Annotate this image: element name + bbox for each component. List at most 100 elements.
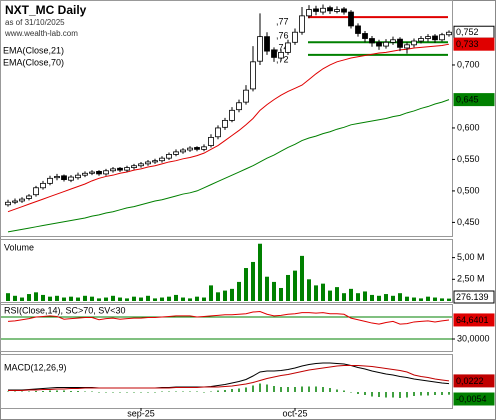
hist-bar <box>112 392 114 393</box>
annotation: ,77 <box>276 16 289 26</box>
hist-bar <box>161 391 163 392</box>
hist-bar <box>210 391 212 392</box>
candle-body <box>362 33 368 39</box>
candle-body <box>47 177 53 184</box>
candle-body <box>131 165 137 169</box>
hist-bar <box>140 392 142 393</box>
bar <box>62 297 66 301</box>
bar <box>314 285 318 301</box>
bar <box>216 292 220 301</box>
x-tick-label: sep-25 <box>127 408 155 418</box>
hist-bar <box>259 383 261 392</box>
y-tick-label: 0,700 <box>457 59 480 69</box>
value-tag <box>453 313 495 327</box>
hist-bar <box>427 392 429 396</box>
candle-body <box>243 89 249 103</box>
bar <box>251 261 255 301</box>
candle-body <box>229 109 235 121</box>
legend-entry: EMA(Close,70) <box>3 57 64 67</box>
hist-bar <box>91 391 93 392</box>
candle-body <box>348 11 354 27</box>
bar <box>307 279 311 301</box>
candle-body <box>145 161 151 165</box>
macd-panel <box>0 354 453 409</box>
value-tag <box>453 374 495 388</box>
hist-bar <box>357 392 359 394</box>
bar <box>321 283 325 301</box>
bar <box>230 288 234 301</box>
candle-body <box>418 38 424 42</box>
candle-body <box>306 9 312 17</box>
hist-bar <box>224 390 226 392</box>
series-line <box>8 365 450 391</box>
bar <box>167 296 171 301</box>
candle-body <box>208 136 214 146</box>
candle-body <box>299 15 305 33</box>
bar <box>55 295 59 301</box>
value-tag-label: -0,0054 <box>456 394 487 404</box>
bar <box>426 296 430 301</box>
value-tag-label: 0,0222 <box>456 376 484 386</box>
volume-panel <box>0 239 453 303</box>
bar <box>272 281 276 301</box>
bar <box>111 295 115 301</box>
bar <box>265 276 269 301</box>
candle-body <box>369 38 375 44</box>
bar <box>279 287 283 301</box>
candle-body <box>383 41 389 47</box>
y-tick-label: 5,00 M <box>457 252 485 262</box>
hist-bar <box>133 392 135 393</box>
candle-body <box>334 9 340 12</box>
value-tag-label: 276.139 <box>456 292 489 302</box>
bar <box>349 288 353 301</box>
hist-bar <box>308 386 310 392</box>
bar <box>440 298 444 301</box>
bar <box>286 274 290 301</box>
candle-body <box>320 7 326 13</box>
hist-bar <box>49 390 51 392</box>
hist-bar <box>336 389 338 392</box>
series-line <box>8 362 450 391</box>
value-tag-label: 64,6401 <box>456 315 489 325</box>
candle-body <box>390 39 396 43</box>
hist-bar <box>329 388 331 392</box>
hist-bar <box>84 391 86 392</box>
candle-body <box>215 127 221 138</box>
hist-bar <box>21 391 23 392</box>
y-tick-label: 0,450 <box>457 217 480 227</box>
annotation: ,76 <box>276 30 289 40</box>
candle-body <box>250 61 256 90</box>
legend-entry: EMA(Close,21) <box>3 45 64 55</box>
candle-body <box>201 146 207 150</box>
candle-body <box>103 170 109 175</box>
candle-body <box>166 153 172 159</box>
value-tag <box>453 93 495 107</box>
bar <box>69 296 73 301</box>
hist-bar <box>280 387 282 392</box>
bar <box>258 243 262 301</box>
hist-bar <box>238 388 240 392</box>
hist-bar <box>98 392 100 393</box>
rsi-panel <box>0 304 453 352</box>
hist-bar <box>70 391 72 392</box>
hist-bar <box>385 392 387 398</box>
hist-bar <box>301 386 303 392</box>
hist-bar <box>420 392 422 396</box>
value-tag-label: 0,752 <box>456 27 479 37</box>
bar <box>391 295 395 301</box>
hist-bar <box>7 391 9 392</box>
hist-bar <box>63 390 65 392</box>
hist-bar <box>203 392 205 393</box>
hist-bar <box>399 392 401 398</box>
bar <box>125 298 129 301</box>
hist-bar <box>35 391 37 392</box>
candle-body <box>285 42 291 53</box>
bar <box>118 297 122 301</box>
candle-body <box>12 200 18 203</box>
candle-body <box>327 7 333 12</box>
bar <box>20 297 24 301</box>
hist-bar <box>245 387 247 392</box>
candle-body <box>411 40 417 46</box>
